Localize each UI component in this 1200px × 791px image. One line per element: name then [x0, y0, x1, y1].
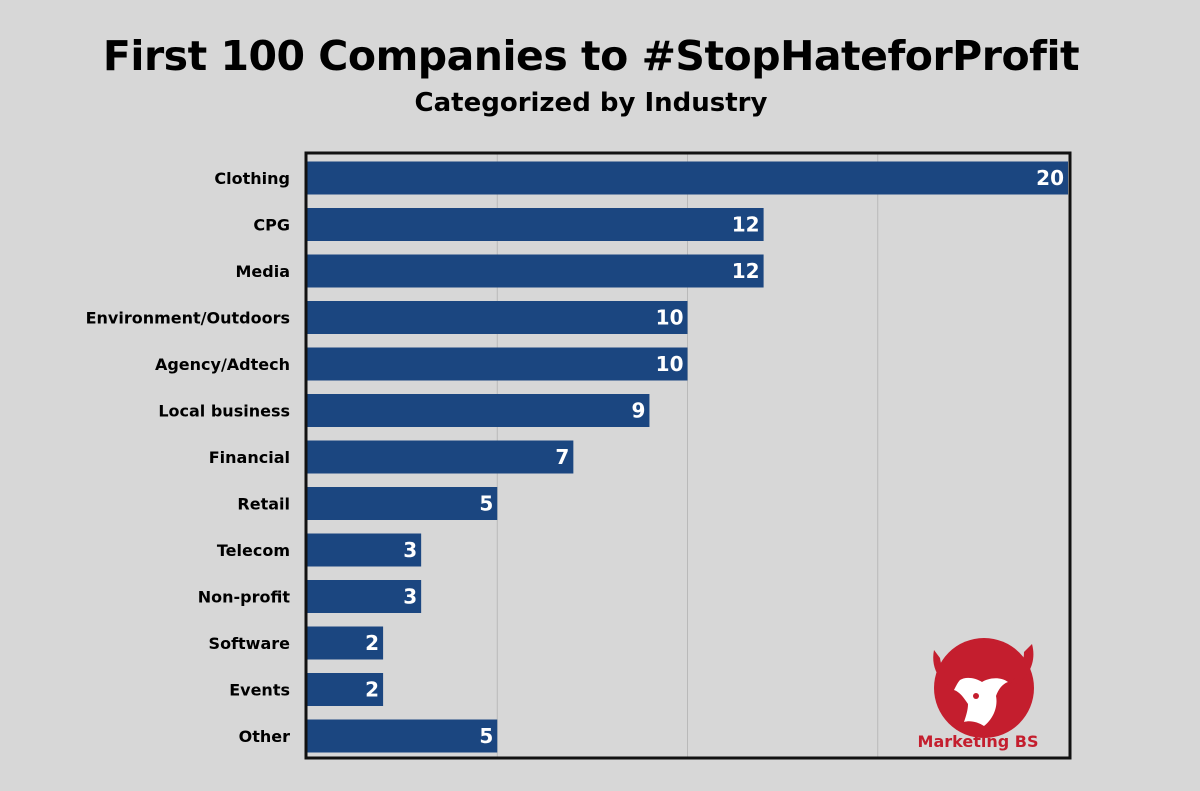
- category-label: Other: [239, 727, 290, 746]
- data-label: 12: [732, 213, 760, 237]
- data-label: 20: [1036, 166, 1064, 190]
- bar-media: [307, 254, 764, 288]
- category-label: Telecom: [217, 541, 290, 560]
- category-label: Software: [209, 634, 291, 653]
- bar-telecom: [307, 533, 422, 567]
- data-label: 3: [403, 585, 417, 609]
- data-label: 3: [403, 538, 417, 562]
- bar-non-profit: [307, 580, 422, 613]
- data-label: 2: [365, 631, 379, 655]
- data-label: 10: [656, 352, 684, 376]
- logo-text: Marketing BS: [917, 732, 1039, 751]
- bar-other: [307, 719, 498, 753]
- bull-head-icon: [933, 638, 1034, 738]
- chart-subtitle: Categorized by Industry: [414, 88, 768, 118]
- category-label: Media: [235, 262, 290, 281]
- data-label: 12: [732, 259, 760, 283]
- data-label: 7: [555, 445, 569, 469]
- bar-cpg: [307, 208, 764, 241]
- logo: [924, 636, 1044, 756]
- bar-clothing: [307, 161, 1068, 195]
- category-label: Events: [229, 681, 290, 700]
- bar-financial: [307, 440, 574, 474]
- category-label: Local business: [158, 402, 290, 421]
- chart-title: First 100 Companies to #StopHateforProfi…: [102, 32, 1080, 80]
- category-label: CPG: [253, 216, 290, 235]
- bar-retail: [307, 487, 498, 520]
- category-label: Financial: [209, 448, 290, 467]
- category-label: Retail: [237, 495, 290, 514]
- bar-agency-adtech: [307, 347, 688, 381]
- category-label: Agency/Adtech: [155, 355, 290, 374]
- data-label: 5: [479, 492, 493, 516]
- data-label: 10: [656, 306, 684, 330]
- category-label: Environment/Outdoors: [86, 309, 290, 328]
- plot-frame: [304, 151, 1072, 760]
- data-label: 9: [632, 399, 646, 423]
- bar-software: [307, 626, 384, 660]
- category-labels: Clothing CPG Media Environment/Outdoors Agen…: [86, 169, 291, 746]
- category-label: Clothing: [214, 169, 290, 188]
- bar-local-business: [307, 394, 650, 427]
- data-label: 5: [479, 724, 493, 748]
- bar-environment-outdoors: [307, 301, 688, 334]
- category-label: Non-profit: [198, 588, 291, 607]
- data-label: 2: [365, 678, 379, 702]
- bar-events: [307, 673, 384, 706]
